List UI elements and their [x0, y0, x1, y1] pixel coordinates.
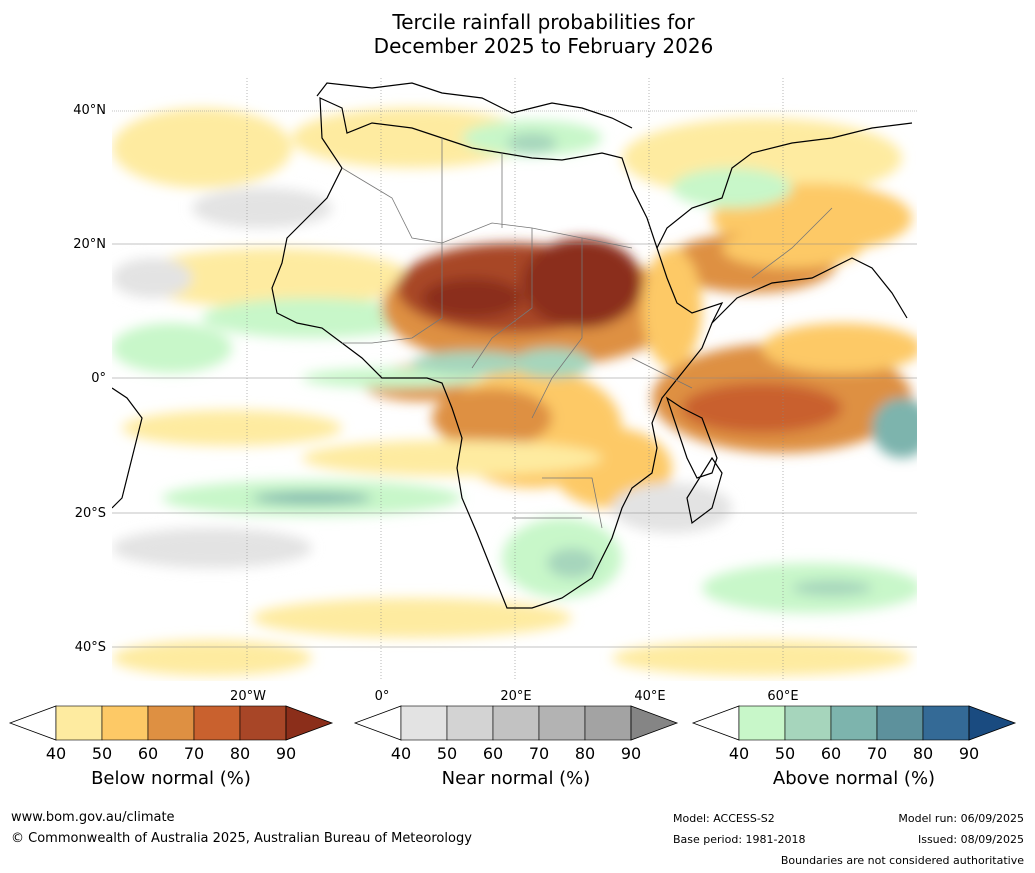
lat-label-40n: 40°N: [73, 103, 106, 118]
footer-issued: Issued: 08/09/2025: [917, 833, 1024, 846]
colorbar-above-segment: [784, 705, 832, 741]
map-title: Tercile rainfall probabilities for Decem…: [0, 10, 1035, 58]
colorbar-near-tick: 80: [574, 744, 596, 763]
colorbar-near-segment: [446, 705, 494, 741]
colorbar-below-segment: [101, 705, 149, 741]
colorbar-above-segment: [876, 705, 924, 741]
colorbar-near-svg: [353, 705, 679, 741]
colorbar-below-tick: 60: [137, 744, 159, 763]
colorbar-near-segment: [538, 705, 586, 741]
lon-label-40e: 40°E: [634, 689, 666, 704]
colorbar-near-segment: [584, 705, 632, 741]
footer-url[interactable]: www.bom.gov.au/climate: [11, 810, 175, 825]
colorbar-near-tick: 50: [436, 744, 458, 763]
colorbar-below-tick: 90: [275, 744, 297, 763]
colorbar-above-tick: 90: [958, 744, 980, 763]
colorbar-above-tick: 80: [912, 744, 934, 763]
colorbar-below-svg: [8, 705, 334, 741]
colorbar-below-segment: [147, 705, 195, 741]
colorbar-below-tick: 70: [183, 744, 205, 763]
coastlines: [112, 82, 913, 609]
colorbar-below-tick: 40: [45, 744, 67, 763]
colorbar-above-svg: [691, 705, 1017, 741]
lon-label-60e: 60°E: [767, 689, 799, 704]
colorbar-below-max-arrow: [285, 705, 334, 741]
colorbar-near-max-arrow: [630, 705, 679, 741]
footer-copyright: © Commonwealth of Australia 2025, Austra…: [11, 831, 472, 846]
colorbar-near-tick: 90: [620, 744, 642, 763]
colorbar-above-title: Above normal (%): [772, 768, 936, 789]
colorbar-above-tick: 60: [820, 744, 842, 763]
colorbar-near-tick: 40: [390, 744, 412, 763]
colorbar-near-min-arrow: [353, 705, 402, 741]
colorbar-above: [691, 705, 1017, 741]
colorbar-near-tick: 60: [482, 744, 504, 763]
graticule: [112, 78, 917, 681]
lon-label-0: 0°: [374, 689, 390, 704]
lat-label-40s: 40°S: [74, 640, 106, 655]
lon-label-20w: 20°W: [230, 689, 266, 704]
colorbar-above-segment: [922, 705, 970, 741]
lon-label-20e: 20°E: [500, 689, 532, 704]
colorbar-near: [353, 705, 679, 741]
footer-model: Model: ACCESS-S2: [673, 812, 775, 825]
colorbar-above-min-arrow: [691, 705, 740, 741]
colorbar-above-segment: [830, 705, 878, 741]
colorbar-above-tick: 70: [866, 744, 888, 763]
colorbar-above-segment: [738, 705, 786, 741]
colorbar-near-tick: 70: [528, 744, 550, 763]
colorbar-above-tick: 40: [728, 744, 750, 763]
colorbar-below-segment: [193, 705, 241, 741]
country-borders: [341, 138, 833, 529]
footer-base-period: Base period: 1981-2018: [673, 833, 806, 846]
title-line-1: Tercile rainfall probabilities for: [392, 10, 695, 34]
footer-model-run: Model run: 06/09/2025: [898, 812, 1024, 825]
colorbar-below-tick: 80: [229, 744, 251, 763]
probability-map: [112, 78, 917, 681]
map-svg: [112, 78, 917, 681]
lat-label-20n: 20°N: [73, 237, 106, 252]
colorbar-near-segment: [400, 705, 448, 741]
title-line-2: December 2025 to February 2026: [373, 34, 714, 58]
probability-fields: [112, 108, 917, 676]
colorbar-below-title: Below normal (%): [91, 768, 251, 789]
colorbar-above-tick: 50: [774, 744, 796, 763]
colorbar-near-segment: [492, 705, 540, 741]
colorbar-below: [8, 705, 334, 741]
colorbar-above-max-arrow: [968, 705, 1017, 741]
lat-label-20s: 20°S: [74, 506, 106, 521]
lat-label-0: 0°: [91, 371, 106, 386]
footer-disclaimer: Boundaries are not considered authoritat…: [780, 854, 1024, 867]
colorbar-below-segment: [55, 705, 103, 741]
colorbar-below-tick: 50: [91, 744, 113, 763]
colorbar-near-title: Near normal (%): [441, 768, 591, 789]
colorbar-below-segment: [239, 705, 287, 741]
colorbar-below-min-arrow: [8, 705, 57, 741]
